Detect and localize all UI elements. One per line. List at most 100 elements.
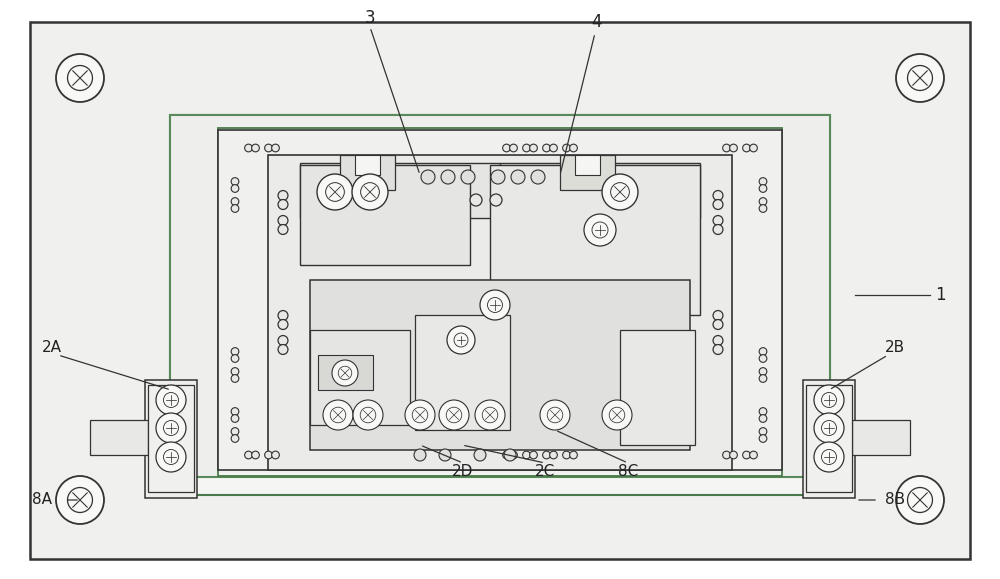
Circle shape (750, 451, 757, 459)
Bar (170, 455, 830, 477)
Bar (810, 115, 830, 477)
Circle shape (503, 451, 510, 459)
Circle shape (822, 420, 836, 435)
Bar (806, 385, 852, 492)
Circle shape (491, 170, 505, 184)
Circle shape (750, 144, 757, 152)
Circle shape (265, 144, 272, 152)
Circle shape (56, 476, 104, 524)
Circle shape (713, 190, 723, 200)
Circle shape (759, 415, 767, 422)
Circle shape (278, 215, 288, 225)
Circle shape (759, 375, 767, 382)
Circle shape (896, 476, 944, 524)
Circle shape (231, 435, 239, 442)
Circle shape (278, 310, 288, 320)
Bar (218, 128, 782, 476)
Circle shape (822, 393, 836, 408)
Circle shape (332, 360, 358, 386)
Circle shape (278, 200, 288, 210)
Circle shape (730, 451, 737, 459)
Circle shape (439, 400, 469, 430)
Circle shape (361, 182, 379, 201)
Circle shape (446, 407, 462, 423)
Bar (170, 115, 830, 477)
Circle shape (814, 413, 844, 443)
Text: 3: 3 (365, 9, 375, 27)
Circle shape (814, 442, 844, 472)
Circle shape (723, 144, 730, 152)
Circle shape (231, 408, 239, 415)
Circle shape (278, 336, 288, 346)
Circle shape (474, 449, 486, 461)
Circle shape (231, 204, 239, 212)
Bar (575, 155, 600, 175)
Bar (170, 115, 190, 477)
Circle shape (326, 182, 344, 201)
Bar (852, 420, 910, 455)
Circle shape (743, 451, 750, 459)
Circle shape (56, 54, 104, 102)
Circle shape (523, 144, 530, 152)
Bar (415, 315, 510, 430)
Circle shape (759, 368, 767, 375)
Text: 1: 1 (935, 286, 946, 304)
Circle shape (338, 367, 352, 380)
Circle shape (759, 355, 767, 362)
Circle shape (602, 174, 638, 210)
Circle shape (531, 170, 545, 184)
Circle shape (164, 393, 178, 408)
Circle shape (822, 449, 836, 464)
Circle shape (713, 200, 723, 210)
Circle shape (550, 451, 557, 459)
Circle shape (265, 451, 272, 459)
Circle shape (447, 326, 475, 354)
Circle shape (231, 185, 239, 192)
Circle shape (584, 214, 616, 246)
Circle shape (68, 488, 92, 512)
Bar (170, 115, 830, 495)
Circle shape (231, 368, 239, 375)
Circle shape (759, 435, 767, 442)
Circle shape (231, 415, 239, 422)
Circle shape (592, 222, 608, 238)
Circle shape (278, 320, 288, 329)
Text: 2C: 2C (535, 464, 555, 479)
Bar (355, 155, 380, 175)
Circle shape (511, 170, 525, 184)
Circle shape (896, 54, 944, 102)
Circle shape (611, 182, 629, 201)
Circle shape (759, 347, 767, 356)
Bar (500, 163, 700, 218)
Circle shape (461, 170, 475, 184)
Circle shape (504, 449, 516, 461)
Circle shape (570, 144, 577, 152)
Circle shape (523, 451, 530, 459)
Circle shape (278, 190, 288, 200)
Circle shape (543, 144, 550, 152)
Circle shape (272, 451, 279, 459)
Circle shape (439, 449, 451, 461)
Circle shape (231, 355, 239, 362)
Circle shape (330, 407, 346, 423)
Circle shape (713, 310, 723, 320)
Circle shape (278, 225, 288, 234)
Circle shape (412, 407, 428, 423)
Text: 2D: 2D (452, 464, 474, 479)
Text: 8B: 8B (885, 493, 905, 508)
Circle shape (570, 451, 577, 459)
Circle shape (759, 428, 767, 435)
Circle shape (156, 442, 186, 472)
Bar (490, 165, 700, 315)
Circle shape (252, 144, 259, 152)
Circle shape (713, 345, 723, 354)
Circle shape (713, 320, 723, 329)
Bar (340, 155, 395, 190)
Circle shape (317, 174, 353, 210)
Circle shape (713, 336, 723, 346)
Bar (803, 380, 855, 498)
Circle shape (743, 144, 750, 152)
Bar (170, 115, 830, 135)
Text: 8A: 8A (32, 493, 52, 508)
Circle shape (252, 451, 259, 459)
